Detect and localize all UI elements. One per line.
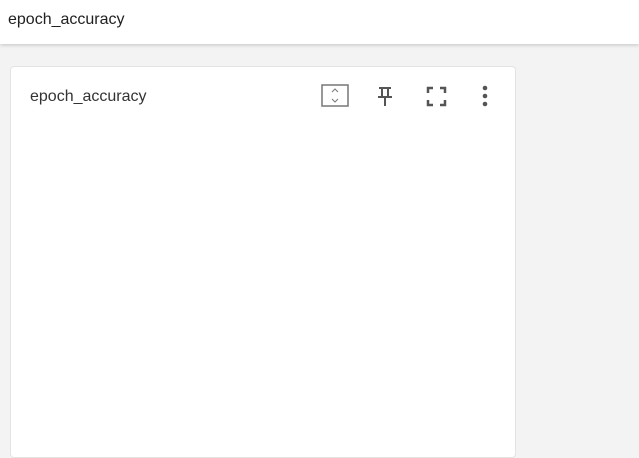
fullscreen-button[interactable] (426, 86, 447, 107)
pin-button[interactable] (378, 87, 392, 106)
page-title: epoch_accuracy (8, 11, 125, 28)
more-button[interactable] (482, 85, 488, 107)
toolbar (321, 84, 488, 107)
card-title: epoch_accuracy (30, 88, 147, 105)
chart (0, 0, 639, 440)
top-bar: epoch_accuracy (0, 0, 639, 44)
chart-card: epoch_accuracy (10, 66, 516, 458)
fit-domain-button[interactable] (321, 84, 349, 107)
